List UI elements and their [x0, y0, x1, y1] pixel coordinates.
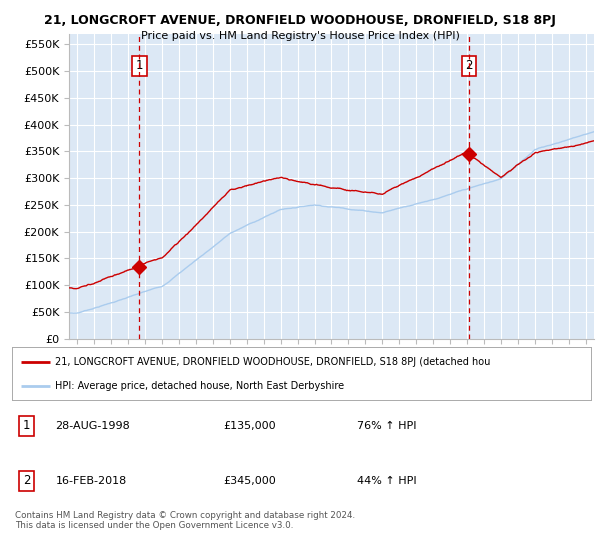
Text: Price paid vs. HM Land Registry's House Price Index (HPI): Price paid vs. HM Land Registry's House … — [140, 31, 460, 41]
Text: 1: 1 — [23, 419, 30, 432]
Text: 2: 2 — [465, 59, 473, 72]
Text: 44% ↑ HPI: 44% ↑ HPI — [356, 476, 416, 486]
Text: £135,000: £135,000 — [223, 421, 276, 431]
Text: 76% ↑ HPI: 76% ↑ HPI — [356, 421, 416, 431]
Text: 21, LONGCROFT AVENUE, DRONFIELD WOODHOUSE, DRONFIELD, S18 8PJ (detached hou: 21, LONGCROFT AVENUE, DRONFIELD WOODHOUS… — [55, 357, 491, 367]
Text: £345,000: £345,000 — [223, 476, 276, 486]
Text: Contains HM Land Registry data © Crown copyright and database right 2024.
This d: Contains HM Land Registry data © Crown c… — [15, 511, 355, 530]
Text: 1: 1 — [136, 59, 143, 72]
Text: 28-AUG-1998: 28-AUG-1998 — [55, 421, 130, 431]
Text: 21, LONGCROFT AVENUE, DRONFIELD WOODHOUSE, DRONFIELD, S18 8PJ: 21, LONGCROFT AVENUE, DRONFIELD WOODHOUS… — [44, 14, 556, 27]
Text: 16-FEB-2018: 16-FEB-2018 — [55, 476, 127, 486]
Text: 2: 2 — [23, 474, 30, 487]
Text: HPI: Average price, detached house, North East Derbyshire: HPI: Average price, detached house, Nort… — [55, 381, 344, 391]
